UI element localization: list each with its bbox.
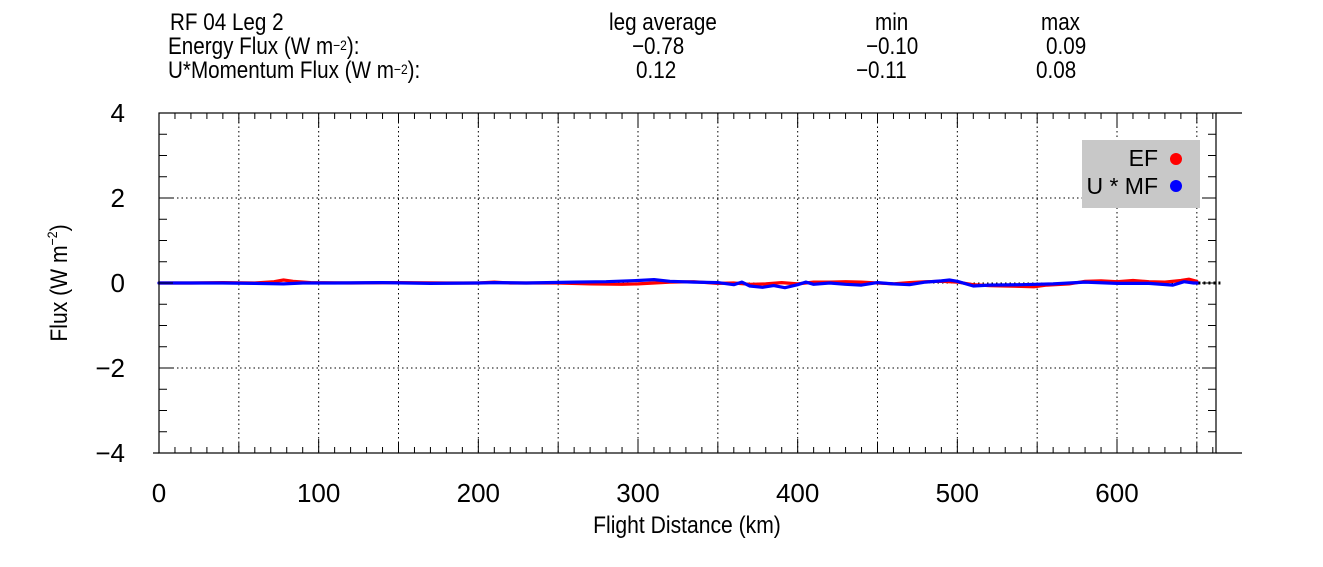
legend-marker-ef [1170,153,1182,165]
column-header-max: max [1041,9,1080,36]
y-axis-label: Flux (W m−2) [44,224,72,341]
legend-label-ef: EF [1129,145,1158,171]
x-tick-label: 400 [776,478,819,508]
momentum-flux-min: −0.11 [856,57,907,84]
y-tick-label: 0 [111,268,125,298]
legend-box [1082,140,1200,208]
energy-flux-label-suffix: ): [346,33,360,60]
y-tick-label: −2 [95,353,125,383]
momentum-flux-average: 0.12 [636,57,677,84]
energy-flux-unit-exponent: −2 [333,37,347,53]
energy-flux-min: −0.10 [866,33,919,60]
momentum-flux-label: U*Momentum Flux (W m−2): [168,59,420,83]
column-header-leg-average: leg average [609,9,717,36]
legend-label-umf: U * MF [1086,173,1158,199]
axis-ticks [153,112,1242,454]
y-axis-label-suffix: ) [46,224,73,231]
x-axis-label: Flight Distance (km) [593,512,781,539]
y-tick-label: 4 [111,98,125,128]
x-tick-label: 500 [936,478,979,508]
y-tick-label: −4 [95,438,125,468]
y-axis-label-exponent: −2 [44,231,60,245]
y-axis-label-text: Flux (W m [46,245,73,341]
momentum-flux-max: 0.08 [1036,57,1077,84]
y-tick-label: 2 [111,183,125,213]
legend-marker-umf [1170,180,1182,192]
leg-title: RF 04 Leg 2 [170,9,284,36]
momentum-flux-label-text: U*Momentum Flux (W m [168,57,394,84]
momentum-flux-label-suffix: ): [407,57,421,84]
series-line-umf [157,278,1201,290]
x-tick-label: 200 [457,478,500,508]
energy-flux-average: −0.78 [632,33,685,60]
momentum-flux-unit-exponent: −2 [393,61,408,77]
column-header-min: min [875,9,909,36]
energy-flux-max: 0.09 [1046,33,1087,60]
x-tick-label: 0 [152,478,166,508]
x-tick-label: 600 [1095,478,1138,508]
x-tick-label: 300 [616,478,659,508]
energy-flux-label: Energy Flux (W m−2): [168,35,359,59]
tick-labels: 0 100 200 300 400 500 600 −4 −2 0 2 4 [95,98,1138,508]
legend: EF U * MF [1082,140,1200,208]
energy-flux-label-text: Energy Flux (W m [168,33,334,60]
x-tick-label: 100 [297,478,340,508]
